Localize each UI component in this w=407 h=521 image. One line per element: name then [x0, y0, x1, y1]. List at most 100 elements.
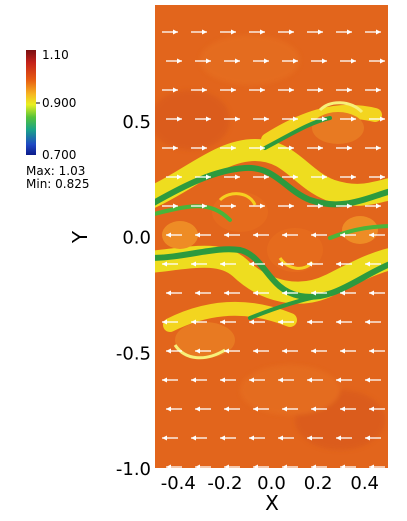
- colorbar-label-max: 1.10: [42, 48, 69, 62]
- velocity-arrow: [369, 348, 385, 354]
- velocity-arrow: [224, 232, 240, 238]
- velocity-arrow: [307, 319, 323, 325]
- velocity-arrow: [162, 261, 178, 267]
- velocity-arrow: [166, 464, 182, 468]
- velocity-arrow: [369, 406, 385, 412]
- velocity-arrow: [220, 203, 236, 209]
- x-tick-label: 0.2: [304, 473, 333, 494]
- velocity-arrow: [311, 464, 327, 468]
- x-axis: -0.4 -0.2 0.0 0.2 0.4: [161, 473, 379, 494]
- velocity-arrow: [369, 116, 385, 122]
- velocity-arrow: [336, 435, 352, 441]
- velocity-arrow: [311, 232, 327, 238]
- velocity-arrow: [311, 58, 327, 64]
- velocity-arrow: [162, 145, 178, 151]
- velocity-arrow: [340, 116, 356, 122]
- velocity-arrow: [249, 145, 265, 151]
- velocity-arrow: [224, 290, 240, 296]
- velocity-arrow: [365, 319, 381, 325]
- velocity-arrow: [365, 87, 381, 93]
- velocity-arrow: [278, 435, 294, 441]
- velocity-arrow: [191, 435, 207, 441]
- velocity-arrow: [278, 319, 294, 325]
- velocity-arrow: [224, 174, 240, 180]
- velocity-arrow: [253, 116, 269, 122]
- velocity-arrow: [195, 406, 211, 412]
- velocity-arrow: [195, 232, 211, 238]
- velocity-arrow: [278, 203, 294, 209]
- velocity-arrow: [224, 58, 240, 64]
- velocity-arrow: [311, 116, 327, 122]
- velocity-arrow: [336, 29, 352, 35]
- velocity-arrow: [278, 261, 294, 267]
- velocity-arrow: [278, 145, 294, 151]
- velocity-arrow: [166, 58, 182, 64]
- velocity-arrow: [253, 174, 269, 180]
- velocity-arrow: [195, 116, 211, 122]
- velocity-arrow: [365, 29, 381, 35]
- velocity-arrow: [336, 319, 352, 325]
- velocity-arrow: [336, 87, 352, 93]
- velocity-arrow: [282, 464, 298, 468]
- velocity-arrow: [220, 87, 236, 93]
- stat-min: Min: 0.825: [26, 177, 90, 191]
- velocity-arrow: [166, 348, 182, 354]
- velocity-arrow: [369, 232, 385, 238]
- y-tick-label: -1.0: [116, 459, 151, 480]
- velocity-arrow: [311, 290, 327, 296]
- velocity-arrow: [224, 464, 240, 468]
- velocity-arrow: [249, 203, 265, 209]
- velocity-arrow: [336, 145, 352, 151]
- velocity-vectors: [162, 29, 385, 468]
- velocity-arrow: [249, 319, 265, 325]
- velocity-arrow: [311, 174, 327, 180]
- velocity-arrow: [166, 232, 182, 238]
- velocity-arrow: [307, 435, 323, 441]
- velocity-arrow: [340, 348, 356, 354]
- velocity-arrow: [253, 406, 269, 412]
- colorbar-label-min: 0.700: [42, 148, 76, 162]
- velocity-arrow: [278, 87, 294, 93]
- velocity-arrow: [191, 319, 207, 325]
- velocity-arrow: [282, 348, 298, 354]
- velocity-arrow: [311, 406, 327, 412]
- velocity-arrow: [253, 464, 269, 468]
- x-axis-label: X: [265, 491, 279, 515]
- velocity-arrow: [278, 377, 294, 383]
- velocity-arrow: [340, 406, 356, 412]
- stat-max: Max: 1.03: [26, 164, 85, 178]
- velocity-arrow: [365, 261, 381, 267]
- velocity-arrow: [195, 464, 211, 468]
- velocity-arrow: [166, 290, 182, 296]
- velocity-arrow: [166, 406, 182, 412]
- colorbar-label-mid: 0.900: [42, 96, 76, 110]
- field-shading: [155, 35, 385, 450]
- velocity-arrow: [282, 290, 298, 296]
- velocity-arrow: [369, 464, 385, 468]
- y-axis-label: Y: [68, 230, 92, 244]
- velocity-arrow: [195, 290, 211, 296]
- velocity-arrow: [253, 58, 269, 64]
- velocity-arrow: [253, 232, 269, 238]
- velocity-arrow: [195, 58, 211, 64]
- colorbar: 1.10 0.900 0.700 Max: 1.03 Min: 0.825: [26, 48, 90, 191]
- velocity-arrow: [249, 377, 265, 383]
- y-tick-label: -0.5: [116, 343, 151, 364]
- velocity-arrow: [340, 174, 356, 180]
- velocity-arrow: [365, 377, 381, 383]
- velocity-arrow: [220, 435, 236, 441]
- velocity-arrow: [162, 377, 178, 383]
- velocity-arrow: [162, 319, 178, 325]
- velocity-arrow: [307, 261, 323, 267]
- velocity-arrow: [307, 29, 323, 35]
- velocity-arrow: [336, 203, 352, 209]
- velocity-arrow: [224, 116, 240, 122]
- velocity-arrow: [220, 145, 236, 151]
- velocity-arrow: [224, 406, 240, 412]
- velocity-arrow: [369, 174, 385, 180]
- velocity-arrow: [162, 435, 178, 441]
- velocity-arrow: [365, 145, 381, 151]
- velocity-arrow: [224, 348, 240, 354]
- velocity-arrow: [191, 29, 207, 35]
- velocity-arrow: [191, 377, 207, 383]
